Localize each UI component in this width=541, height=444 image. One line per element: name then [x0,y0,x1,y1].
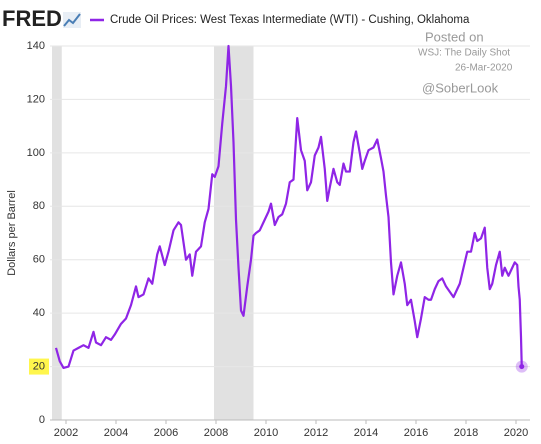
y-tick-label: 140 [27,40,45,52]
y-tick-label: 120 [27,93,45,105]
y-tick-label: 60 [33,254,45,266]
x-tick-label: 2012 [304,427,328,439]
legend-label: Crude Oil Prices: West Texas Intermediat… [110,14,470,26]
x-tick-label: 2016 [404,427,428,439]
y-tick-label: 100 [27,147,45,159]
y-tick-label: 20 [33,360,45,372]
annotation: 26-Mar-2020 [455,63,513,74]
recession-band [52,46,62,420]
x-tick-label: 2020 [504,427,528,439]
series-line [54,44,523,370]
logo-icon-bg [63,12,81,28]
logo-icon-line [63,13,81,27]
x-tick-label: 2018 [454,427,478,439]
y-tick-label: 40 [33,307,45,319]
y-tick-label: 0 [39,414,45,426]
annotation: Posted on [425,29,484,44]
logo: FRED [2,6,62,31]
annotation: @SoberLook [422,80,499,95]
logo-icon [63,12,81,28]
x-tick-label: 2008 [204,427,228,439]
x-tick-label: 2002 [54,427,78,439]
x-tick-label: 2010 [254,427,278,439]
y-axis-label: Dollars per Barrel [6,190,18,276]
x-tick-label: 2014 [354,427,378,439]
tick-highlight [29,358,49,375]
x-tick-label: 2006 [154,427,178,439]
x-tick-label: 2004 [104,427,128,439]
end-marker [519,364,525,370]
recession-band [214,46,254,420]
y-tick-label: 80 [33,200,45,212]
annotation: WSJ: The Daily Shot [418,48,510,59]
